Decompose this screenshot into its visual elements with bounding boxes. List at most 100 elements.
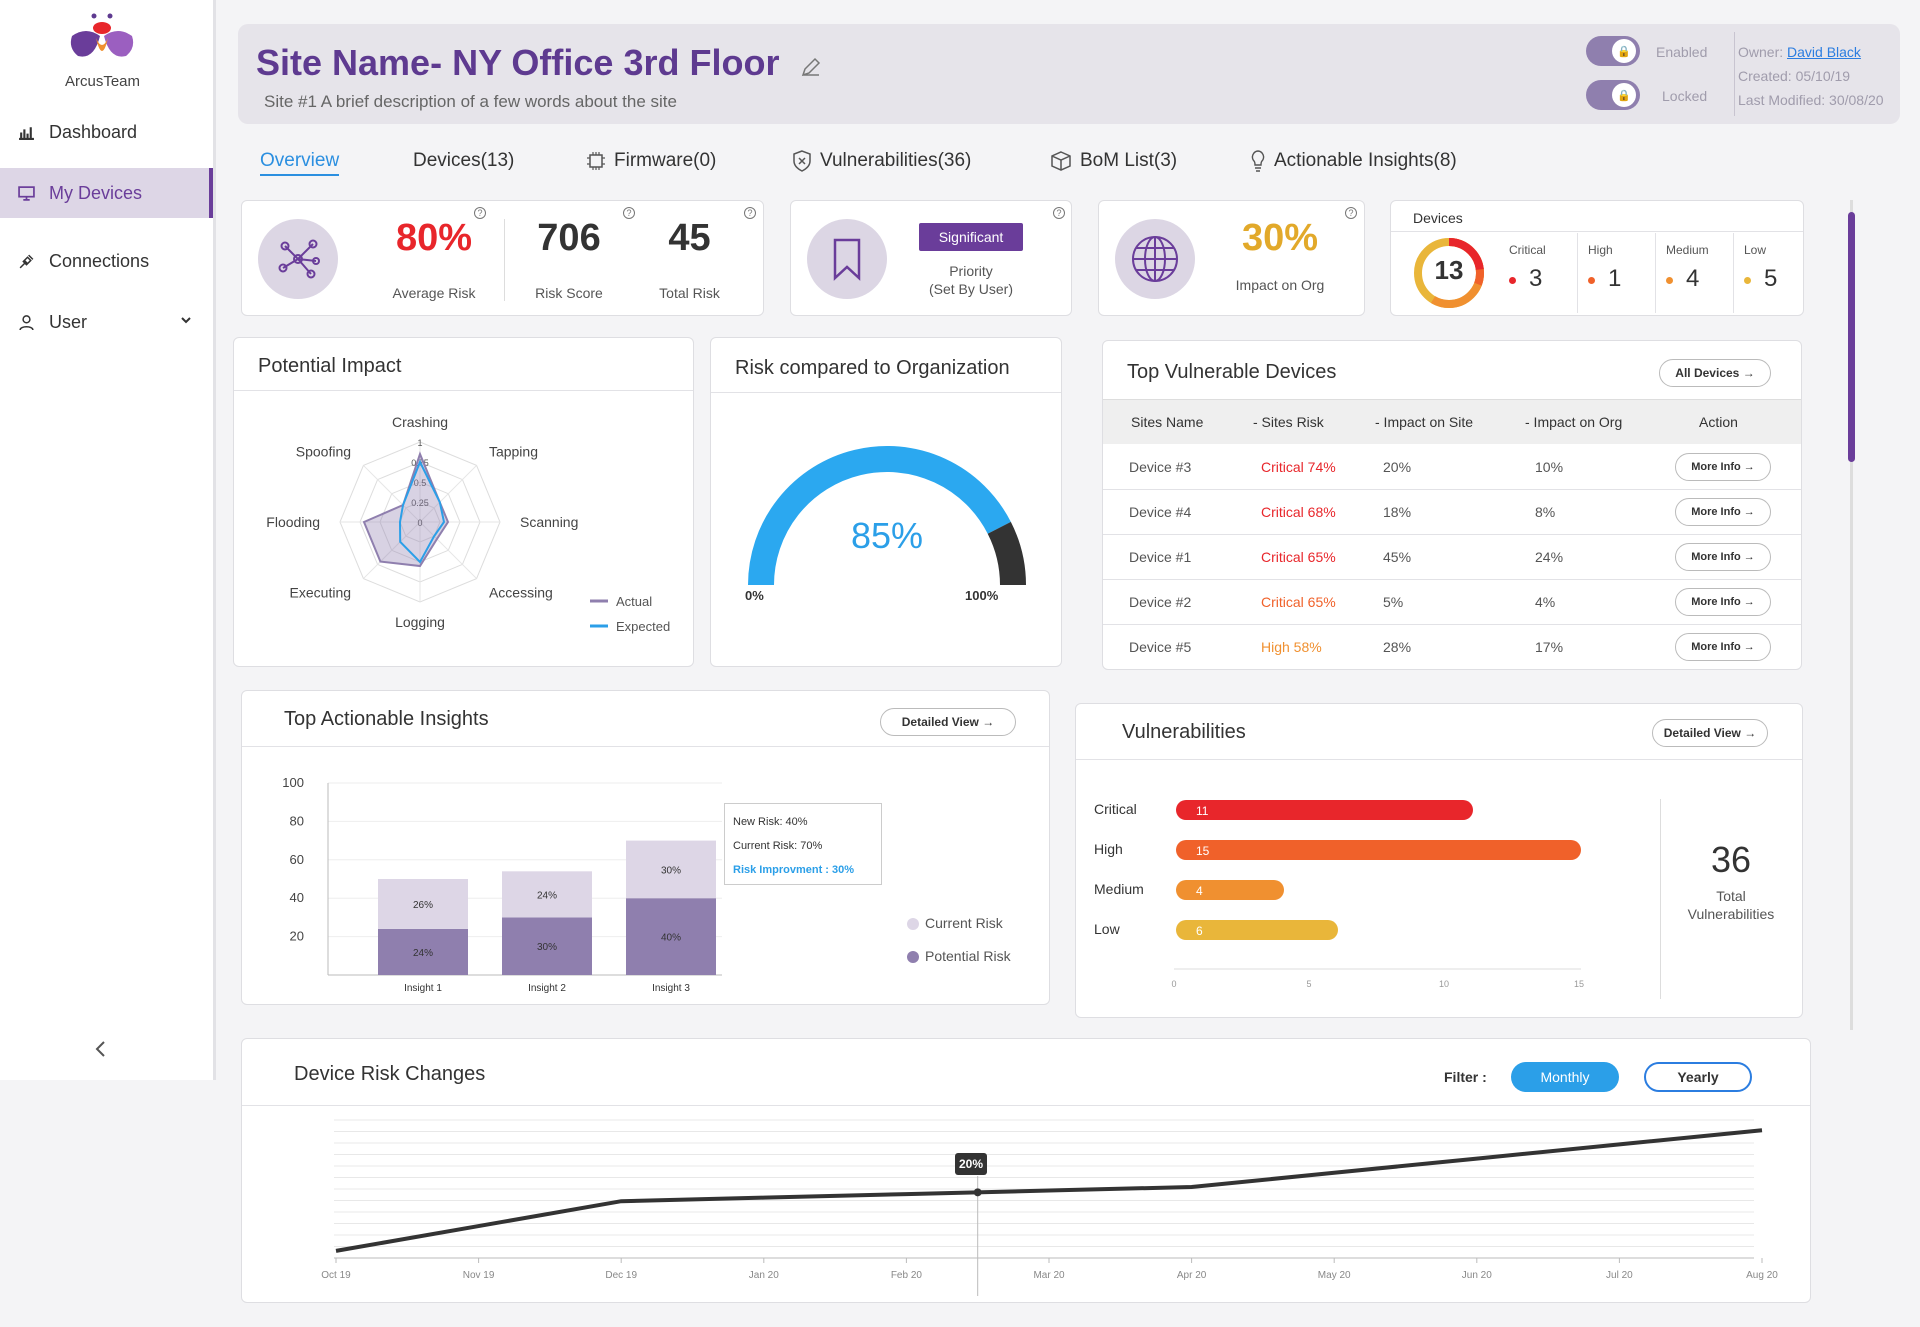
y-tick-label: 60 (290, 852, 304, 867)
more-info-button[interactable]: More Info → (1675, 498, 1771, 526)
x-tick-label: Nov 19 (463, 1270, 495, 1281)
radar-axis (419, 465, 477, 523)
device-level-label: High (1588, 243, 1613, 257)
table-row[interactable]: Device #4 Critical 68% 18% 8% More Info → (1103, 490, 1801, 535)
legend-potential-risk: Potential Risk (925, 948, 1011, 964)
bar-current-risk[interactable] (378, 879, 468, 929)
bar-critical[interactable] (1176, 800, 1473, 820)
help-icon[interactable]: ? (1053, 207, 1065, 219)
y-tick-label: 20 (290, 929, 304, 944)
x-tick-label: Feb 20 (891, 1270, 923, 1281)
x-tick-label: 0 (1171, 979, 1176, 989)
divider (504, 219, 505, 301)
status-dot (1588, 277, 1595, 284)
marker-point[interactable] (973, 1188, 982, 1197)
radar-axis-label: Logging (395, 614, 445, 630)
impact-on-site: 45% (1383, 549, 1412, 565)
vulns-total-label-2: Vulnerabilities (1687, 906, 1775, 922)
help-icon[interactable]: ? (744, 207, 756, 219)
bar-medium[interactable] (1176, 880, 1284, 900)
device-level-label: Low (1744, 243, 1767, 257)
more-info-button[interactable]: More Info → (1675, 453, 1771, 481)
x-tick-label: Jul 20 (1606, 1270, 1633, 1281)
bar-value-label: 15 (1196, 844, 1210, 858)
bar-current-risk[interactable] (502, 871, 592, 918)
chart-icon (19, 126, 34, 140)
vulnerabilities-title: Vulnerabilities (1122, 721, 1246, 743)
bar-current-risk[interactable] (626, 840, 716, 899)
tab-overview[interactable]: Overview (260, 150, 340, 176)
bar-potential-risk[interactable] (626, 898, 716, 975)
button-label: More Info (1691, 596, 1741, 608)
button-label: All Devices (1675, 366, 1740, 380)
impact-on-site: 5% (1383, 594, 1404, 610)
insights-title: Top Actionable Insights (284, 708, 489, 730)
scrollbar-thumb[interactable] (1848, 212, 1855, 462)
insights-detailed-view-button[interactable]: Detailed View → (880, 708, 1016, 736)
owner-label: Owner: (1738, 44, 1784, 60)
more-info-button[interactable]: More Info → (1675, 588, 1771, 616)
column-header[interactable]: - Impact on Org (1525, 414, 1623, 430)
help-icon[interactable]: ? (1345, 207, 1357, 219)
table-row[interactable]: Device #2 Critical 65% 5% 4% More Info → (1103, 580, 1801, 625)
button-label: Detailed View (901, 715, 979, 729)
tab-actionable-insights[interactable]: Actionable Insights(8) (1250, 150, 1457, 172)
collapse-sidebar-icon[interactable] (94, 1040, 108, 1058)
bar-potential-risk[interactable] (502, 917, 592, 975)
priority-badge[interactable]: Significant (919, 223, 1023, 251)
bar-value-label: 24% (537, 890, 557, 901)
nav-item-my-devices[interactable]: My Devices (0, 168, 213, 218)
tab-label: Overview (260, 150, 340, 171)
nav-item-connections[interactable]: Connections (0, 236, 213, 286)
enabled-toggle[interactable]: 🔒 (1586, 36, 1640, 66)
devices-card-title: Devices (1413, 210, 1463, 226)
more-info-button[interactable]: More Info → (1675, 543, 1771, 571)
gauge-fill (748, 446, 1011, 586)
arrow-right-icon: → (1740, 551, 1755, 563)
bar-potential-risk[interactable] (378, 928, 468, 975)
edit-pencil-icon[interactable] (800, 56, 822, 78)
tab-bom-list[interactable]: BoM List(3) (1050, 150, 1177, 172)
vulnerabilities-card: Vulnerabilities Detailed View → Critical… (1075, 703, 1803, 1018)
table-row[interactable]: Device #5 High 58% 28% 17% More Info → (1103, 625, 1801, 670)
tab-label: Firmware(0) (614, 150, 717, 171)
column-header[interactable]: - Sites Risk (1253, 414, 1324, 430)
vulns-total: 36 (1710, 839, 1752, 880)
top-devices-title: Top Vulnerable Devices (1127, 361, 1337, 383)
vulnerabilities-bar-chart: Critical 11 High 15 Medium 4 Low 6 0 5 10 15 (1094, 800, 1584, 989)
table-row[interactable]: Device #3 Critical 74% 20% 10% More Info → (1103, 445, 1801, 490)
radar-series-actual (362, 451, 450, 568)
vulns-detailed-view-button[interactable]: Detailed View → (1652, 719, 1768, 747)
legend-swatch-potential (907, 951, 919, 963)
table-row[interactable]: Device #1 Critical 65% 45% 24% More Info → (1103, 535, 1801, 580)
help-icon[interactable]: ? (623, 207, 635, 219)
filter-yearly-button[interactable]: Yearly (1644, 1062, 1752, 1092)
filter-monthly-button[interactable]: Monthly (1511, 1062, 1619, 1092)
y-tick-label: 40 (290, 890, 304, 905)
bar-high[interactable] (1176, 840, 1581, 860)
tab-firmware[interactable]: Firmware(0) (586, 150, 716, 172)
more-info-button[interactable]: More Info → (1675, 633, 1771, 661)
help-icon[interactable]: ? (474, 207, 486, 219)
nav-item-user[interactable]: User (0, 297, 213, 347)
column-header[interactable]: Sites Name (1131, 414, 1204, 430)
gauge-value: 85% (850, 515, 924, 556)
category-label: High (1094, 841, 1123, 857)
page-title: Site Name- NY Office 3rd Floor (256, 42, 780, 83)
chevron-down-icon[interactable] (180, 314, 192, 326)
tab-devices[interactable]: Devices(13) (413, 150, 514, 172)
scrollbar-track[interactable] (1850, 200, 1853, 1030)
bar-low[interactable] (1176, 920, 1338, 940)
plug-icon (19, 254, 34, 268)
tab-vulnerabilities[interactable]: Vulnerabilities(36) (792, 150, 971, 172)
device-risk: Critical 65% (1261, 594, 1336, 610)
column-header[interactable]: - Impact on Site (1375, 414, 1474, 430)
locked-toggle[interactable]: 🔒 (1586, 80, 1640, 110)
y-tick-label: 80 (290, 813, 304, 828)
nav-item-dashboard[interactable]: Dashboard (0, 107, 213, 157)
all-devices-button[interactable]: All Devices → (1659, 359, 1771, 387)
tab-label: Vulnerabilities(36) (820, 150, 972, 171)
status-dot (1509, 277, 1516, 284)
network-icon (258, 219, 338, 299)
owner-link[interactable]: David Black (1787, 44, 1861, 60)
